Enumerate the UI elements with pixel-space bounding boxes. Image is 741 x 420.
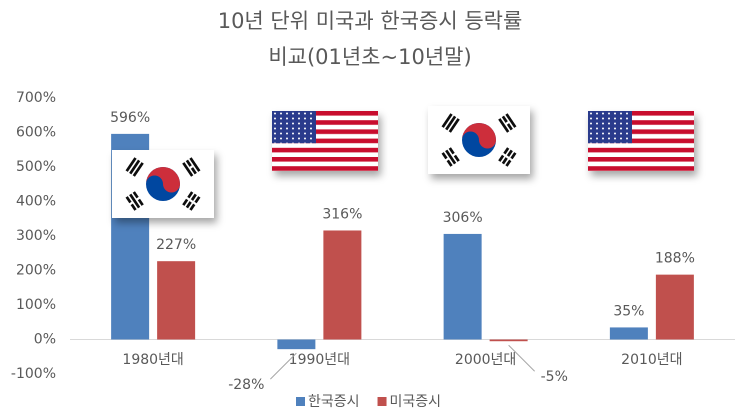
- leader-line: [270, 352, 297, 380]
- bar: [443, 233, 482, 340]
- x-tick-label: 2010년대: [621, 352, 682, 368]
- flag-korea: [428, 106, 530, 174]
- y-tick-label: 100%: [16, 297, 56, 313]
- leader-line: [508, 344, 535, 372]
- legend-swatch: [377, 397, 387, 406]
- value-label: 306%: [443, 210, 483, 226]
- bar: [157, 261, 196, 340]
- x-tick-label: 2000년대: [455, 352, 516, 368]
- y-tick-label: 200%: [16, 263, 56, 279]
- bar: [609, 327, 648, 340]
- legend-label: 미국증시: [390, 394, 442, 410]
- x-tick-label: 1990년대: [289, 352, 350, 368]
- flag-usa: [588, 111, 694, 171]
- legend-label: 한국증시: [308, 394, 360, 410]
- value-label: -5%: [541, 369, 568, 385]
- flag-usa: [272, 111, 378, 171]
- chart-title: 10년 단위 미국과 한국증시 등락률: [218, 9, 523, 33]
- value-label: 35%: [613, 303, 644, 319]
- bar: [655, 274, 694, 340]
- chart-subtitle: 비교(01년초~10년말): [268, 45, 471, 69]
- y-tick-label: -100%: [11, 366, 56, 382]
- value-label: 596%: [110, 110, 150, 126]
- x-tick-label: 1980년대: [122, 352, 183, 368]
- bar: [277, 339, 316, 350]
- flag-korea: [112, 150, 214, 218]
- y-tick-label: 400%: [16, 194, 56, 210]
- value-label: 316%: [322, 206, 362, 222]
- legend-swatch: [296, 397, 305, 406]
- y-tick-label: 700%: [16, 90, 56, 106]
- y-tick-label: 600%: [16, 125, 56, 141]
- value-label: -28%: [228, 377, 264, 393]
- value-label: 188%: [655, 251, 695, 267]
- bar: [323, 230, 362, 340]
- bar: [489, 339, 528, 342]
- value-label: 227%: [156, 237, 196, 253]
- y-tick-label: 0%: [34, 332, 56, 348]
- y-tick-label: 500%: [16, 159, 56, 175]
- y-tick-label: 300%: [16, 228, 56, 244]
